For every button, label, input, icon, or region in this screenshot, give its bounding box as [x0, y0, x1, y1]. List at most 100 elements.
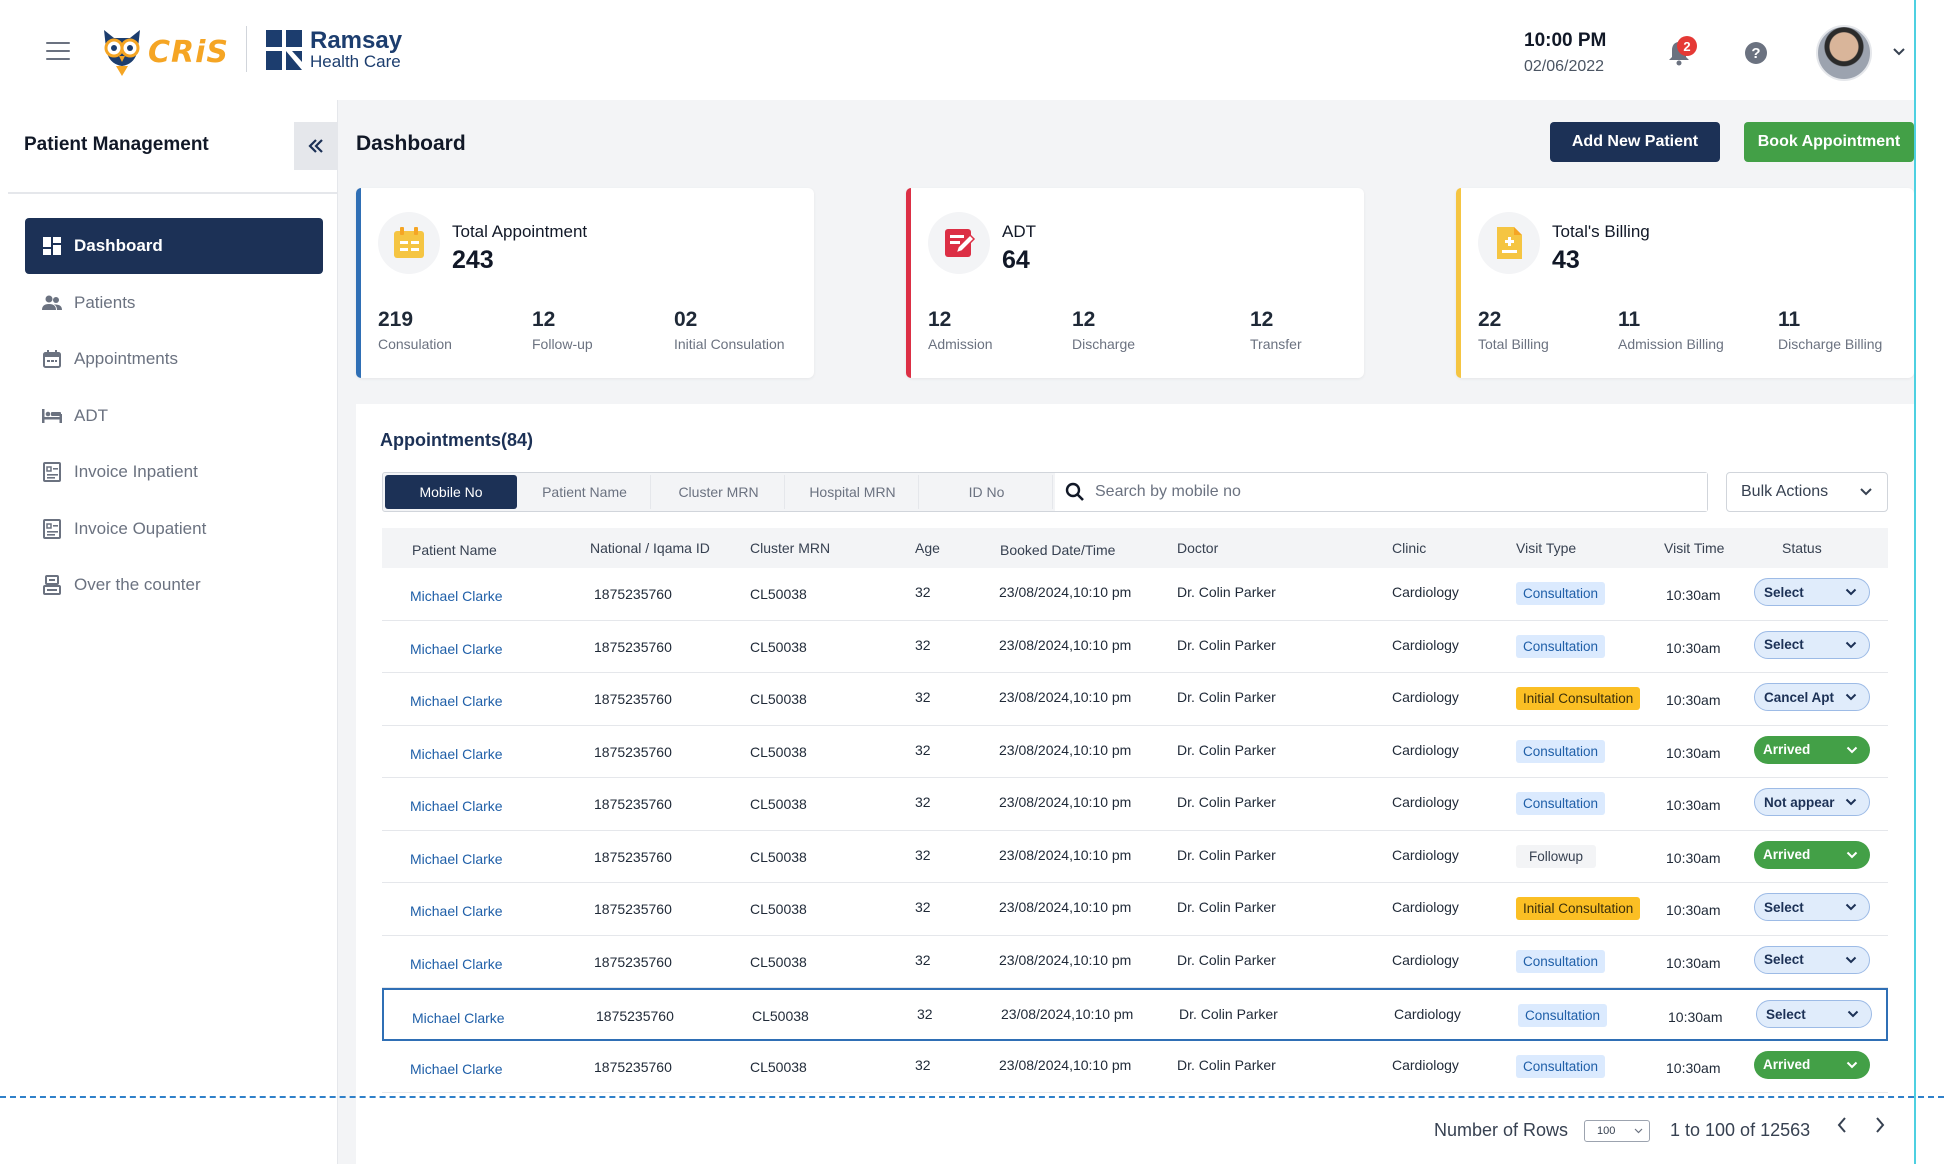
sidebar-item-appointments[interactable]: Appointments — [25, 331, 323, 387]
page-range: 1 to 100 of 12563 — [1670, 1120, 1811, 1140]
table-row[interactable]: Michael Clarke 1875235760 CL50038 32 23/08/2… — [382, 673, 1888, 726]
stat-number: 12 — [928, 308, 952, 331]
sidebar-item-dashboard[interactable]: Dashboard — [25, 218, 323, 274]
status-label: Cancel Apt — [1764, 689, 1835, 705]
status-dropdown[interactable]: Arrived — [1754, 1050, 1870, 1079]
visit-type-badge: Consultation — [1516, 792, 1606, 815]
table-row[interactable]: Michael Clarke 1875235760 CL50038 32 23/08/2… — [382, 988, 1888, 1041]
avatar[interactable] — [1816, 25, 1872, 81]
cluster-mrn-cell: CL50038 — [750, 638, 807, 655]
booked-datetime-cell: 23/08/2024,10:10 pm — [999, 584, 1132, 600]
age-cell: 32 — [915, 899, 931, 915]
status-dropdown[interactable]: Not appear — [1754, 788, 1870, 816]
patient-name-link[interactable]: Michael Clarke — [412, 1010, 505, 1026]
table-row[interactable]: Michael Clarke 1875235760 CL50038 32 23/08/2… — [382, 883, 1888, 936]
clinic-cell: Cardiology — [1392, 584, 1459, 600]
filter-tab-cluster-mrn[interactable]: Cluster MRN — [653, 475, 785, 509]
stat-number: 02 — [674, 308, 698, 331]
card-value: 43 — [1552, 246, 1580, 274]
patient-name-link[interactable]: Michael Clarke — [410, 955, 503, 972]
visit-type-cell: Consultation — [1516, 582, 1606, 605]
status-dropdown[interactable]: Arrived — [1754, 840, 1870, 869]
visit-time-cell: 10:30am — [1666, 797, 1721, 813]
filter-tab-patient-name[interactable]: Patient Name — [519, 475, 651, 509]
bulk-actions-label: Bulk Actions — [1741, 483, 1829, 500]
help-icon[interactable]: ? — [1745, 42, 1767, 64]
search-icon — [1065, 482, 1084, 501]
add-new-patient-button[interactable]: Add New Patient — [1550, 122, 1720, 162]
filter-tab-hospital-mrn[interactable]: Hospital MRN — [787, 475, 919, 509]
patient-name-link[interactable]: Michael Clarke — [410, 745, 503, 762]
status-label: Select — [1764, 952, 1804, 967]
age-cell: 32 — [915, 741, 931, 758]
card-label: Total's Billing — [1552, 222, 1650, 241]
collapse-sidebar-button[interactable] — [294, 122, 338, 170]
rows-per-page-value: 100 — [1597, 1125, 1616, 1137]
table-row[interactable]: Michael Clarke 1875235760 CL50038 32 23/08/2… — [382, 620, 1888, 673]
status-cell: Select — [1754, 893, 1870, 921]
status-dropdown[interactable]: Select — [1754, 945, 1870, 974]
bed-icon — [42, 406, 62, 426]
table-row[interactable]: Michael Clarke 1875235760 CL50038 32 23/08/2… — [382, 778, 1888, 831]
patient-name-link[interactable]: Michael Clarke — [410, 850, 503, 867]
table-row[interactable]: Michael Clarke 1875235760 CL50038 32 23/08/2… — [382, 935, 1888, 988]
chevron-right-icon[interactable] — [1874, 1116, 1886, 1139]
sidebar-item-label: Dashboard — [74, 236, 163, 255]
bulk-actions-dropdown[interactable]: Bulk Actions — [1726, 472, 1888, 512]
card-accent — [1456, 188, 1461, 378]
filter-tab-mobile-no[interactable]: Mobile No — [385, 475, 517, 509]
chevron-left-icon[interactable] — [1836, 1116, 1848, 1139]
menu-icon[interactable] — [46, 42, 70, 60]
rows-per-page-select[interactable]: 100 — [1584, 1120, 1650, 1142]
patient-name-link[interactable]: Michael Clarke — [410, 798, 503, 814]
cluster-mrn-cell: CL50038 — [750, 1058, 807, 1075]
visit-time-cell: 10:30am — [1666, 902, 1721, 918]
status-dropdown[interactable]: Select — [1754, 630, 1870, 659]
doctor-cell: Dr. Colin Parker — [1179, 1006, 1278, 1022]
chevron-down-icon[interactable] — [1892, 44, 1906, 62]
column-header: National / Iqama ID — [590, 540, 710, 556]
visit-time-cell: 10:30am — [1668, 1009, 1723, 1025]
patient-name-link[interactable]: Michael Clarke — [410, 588, 503, 604]
status-dropdown[interactable]: Cancel Apt — [1754, 683, 1870, 711]
patient-name-link[interactable]: Michael Clarke — [410, 640, 503, 657]
patient-name-link[interactable]: Michael Clarke — [410, 903, 503, 919]
status-dropdown[interactable]: Select — [1754, 893, 1870, 921]
booked-datetime-cell: 23/08/2024,10:10 pm — [999, 899, 1132, 915]
status-dropdown[interactable]: Select — [1754, 578, 1870, 606]
status-dropdown[interactable]: Select — [1756, 1000, 1872, 1028]
booked-datetime-cell: 23/08/2024,10:10 pm — [999, 741, 1132, 758]
invoice-icon — [42, 462, 62, 482]
search-input[interactable] — [1095, 483, 1655, 501]
sidebar-item-adt[interactable]: ADT — [25, 388, 323, 444]
table-row[interactable]: Michael Clarke 1875235760 CL50038 32 23/08/2… — [382, 1040, 1888, 1093]
status-cell: Arrived — [1754, 735, 1870, 764]
clinic-cell: Cardiology — [1392, 951, 1459, 968]
sidebar-item-invoice-inpatient[interactable]: Invoice Inpatient — [25, 444, 323, 500]
chevron-down-icon — [1634, 1128, 1643, 1134]
stat-number: 11 — [1778, 308, 1801, 331]
patient-name-link[interactable]: Michael Clarke — [410, 1060, 503, 1077]
patient-name-link[interactable]: Michael Clarke — [410, 693, 503, 709]
doctor-cell: Dr. Colin Parker — [1177, 689, 1276, 705]
national-id-cell: 1875235760 — [594, 743, 672, 760]
total-billing-card: Total's Billing 43 22 Total Billing 11 Adm… — [1456, 188, 1914, 378]
cris-logo: CRiS — [100, 24, 229, 80]
age-cell: 32 — [915, 846, 931, 863]
visit-type-badge: Consultation — [1516, 739, 1606, 763]
sidebar-item-over-the-counter[interactable]: Over the counter — [25, 557, 323, 613]
doctor-cell: Dr. Colin Parker — [1177, 846, 1276, 863]
table-row[interactable]: Michael Clarke 1875235760 CL50038 32 23/08/2… — [382, 568, 1888, 621]
main-content: Dashboard Add New Patient Book Appointme… — [338, 100, 1914, 1164]
cluster-mrn-cell: CL50038 — [750, 953, 807, 970]
sidebar-item-invoice-outpatient[interactable]: Invoice Oupatient — [25, 501, 323, 557]
filter-tab-id-no[interactable]: ID No — [921, 475, 1053, 509]
visit-type-cell: Consultation — [1516, 1054, 1606, 1078]
chevron-down-icon — [1845, 693, 1857, 701]
status-dropdown[interactable]: Arrived — [1754, 735, 1870, 764]
status-cell: Arrived — [1754, 840, 1870, 869]
table-row[interactable]: Michael Clarke 1875235760 CL50038 32 23/08/2… — [382, 725, 1888, 778]
sidebar-item-patients[interactable]: Patients — [25, 275, 323, 331]
table-row[interactable]: Michael Clarke 1875235760 CL50038 32 23/08/2… — [382, 830, 1888, 883]
book-appointment-button[interactable]: Book Appointment — [1744, 122, 1914, 162]
